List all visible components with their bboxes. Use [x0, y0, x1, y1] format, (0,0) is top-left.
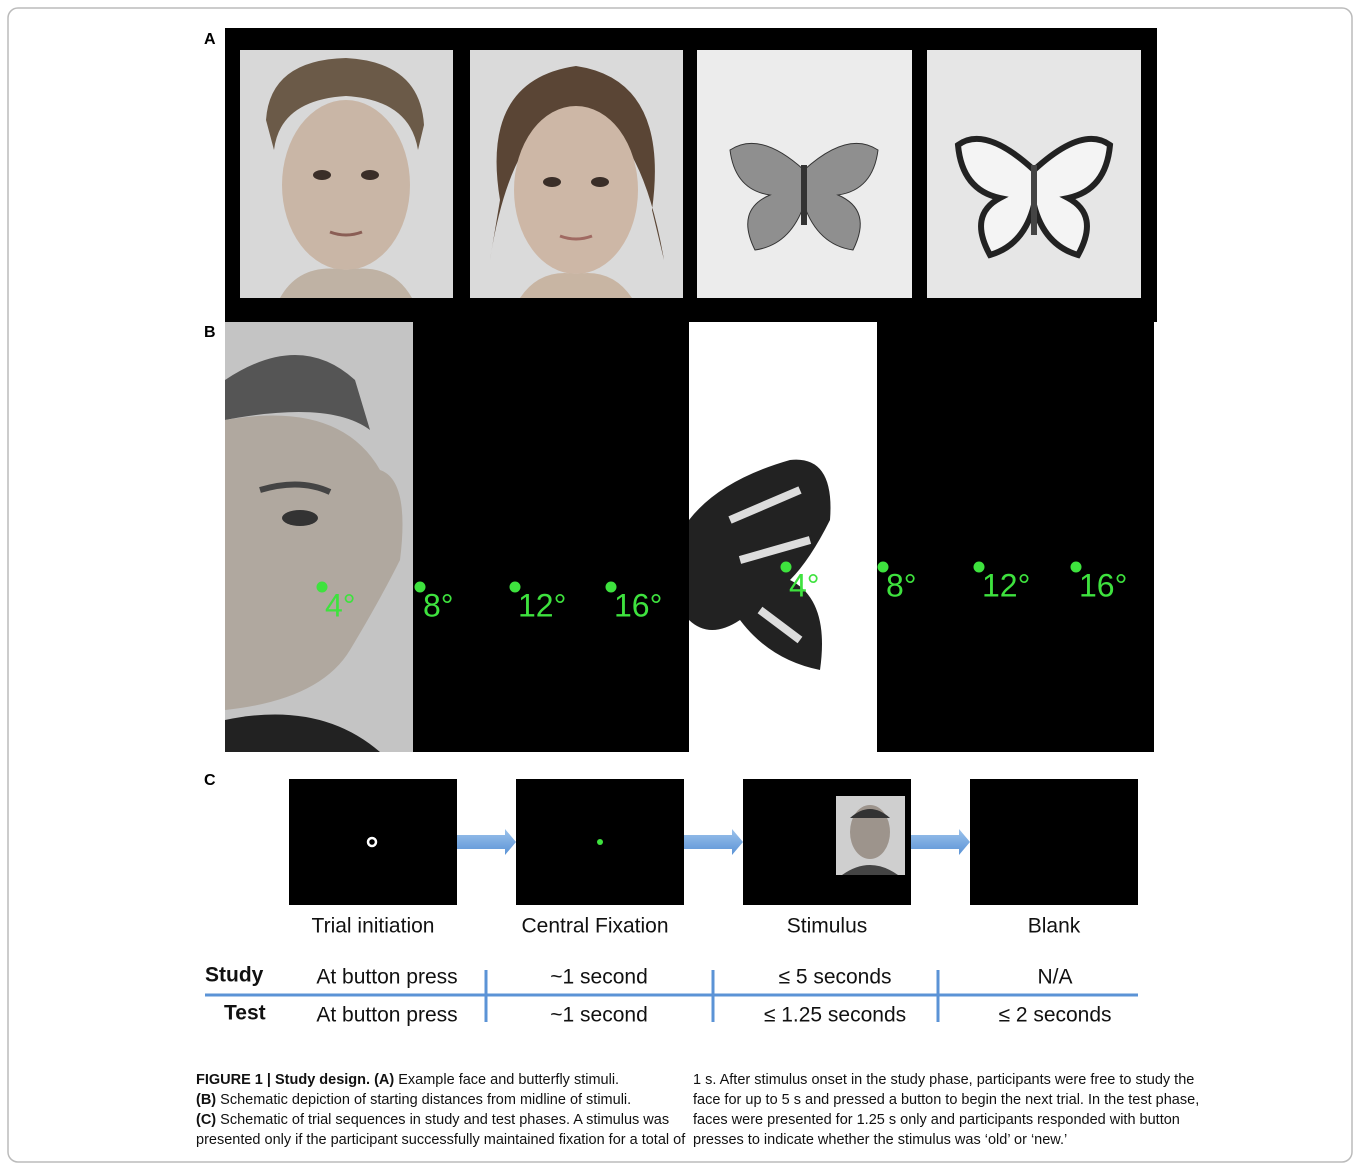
panel-label: C: [204, 772, 216, 789]
phase-label: Test: [224, 1002, 266, 1025]
distance-label: 8°: [886, 567, 917, 603]
caption-line: (C) Schematic of trial sequences in stud…: [196, 1112, 669, 1128]
distance-label: 16°: [614, 587, 662, 623]
distance-label: 12°: [518, 587, 566, 623]
table-cell: ≤ 1.25 seconds: [764, 1004, 906, 1027]
step-label: Stimulus: [787, 915, 868, 938]
target-dot: [973, 561, 985, 573]
arrow: [911, 829, 970, 855]
black-field: [877, 322, 1154, 752]
arrow: [684, 829, 743, 855]
screen: [970, 779, 1138, 905]
face-image: [240, 50, 453, 298]
table-cell: ≤ 2 seconds: [998, 1004, 1111, 1027]
caption-line: presses to indicate whether the stimulus…: [693, 1132, 1067, 1148]
caption-text: faces were presented for 1.25 s only and…: [693, 1112, 1180, 1128]
frame: [7, 7, 1353, 1163]
target-dot: [414, 581, 426, 593]
caption-text: presses to indicate whether the stimulus…: [693, 1132, 1067, 1148]
caption-line: faces were presented for 1.25 s only and…: [693, 1112, 1180, 1128]
caption-text: face for up to 5 s and pressed a button …: [693, 1092, 1199, 1108]
caption-text: 1 s. After stimulus onset in the study p…: [693, 1072, 1194, 1088]
caption-line: presented only if the participant succes…: [196, 1132, 686, 1148]
table-cell: ~1 second: [550, 1004, 648, 1027]
butterfly-image: [927, 50, 1141, 298]
caption-bold: (C): [196, 1112, 216, 1128]
caption-text: Example face and butterfly stimuli.: [394, 1072, 619, 1088]
target-dot: [1070, 561, 1082, 573]
table-cell: At button press: [316, 966, 457, 989]
caption-line: 1 s. After stimulus onset in the study p…: [693, 1072, 1194, 1088]
arrow: [457, 829, 516, 855]
target-dot: [316, 581, 328, 593]
step-label: Trial initiation: [312, 915, 435, 938]
target-dot: [509, 581, 521, 593]
fixation-dot: [597, 839, 603, 845]
black-field: [413, 322, 689, 752]
distance-label: 8°: [423, 587, 454, 623]
caption-line: FIGURE 1 | Study design. (A) Example fac…: [196, 1072, 619, 1088]
phase-label: Study: [205, 964, 264, 987]
half-face-image: [225, 322, 413, 752]
caption-text: Schematic of trial sequences in study an…: [216, 1112, 669, 1128]
caption-line: face for up to 5 s and pressed a button …: [693, 1092, 1199, 1108]
distance-label: 4°: [325, 587, 356, 623]
distance-label: 16°: [1079, 567, 1127, 603]
distance-label: 4°: [789, 567, 820, 603]
panel-label: A: [204, 31, 216, 48]
caption-text: presented only if the participant succes…: [196, 1132, 686, 1148]
table-cell: At button press: [316, 1004, 457, 1027]
fixation-ring: [366, 836, 378, 848]
table-cell: N/A: [1037, 966, 1072, 989]
caption-bold: (B): [196, 1092, 216, 1108]
caption-line: (B) Schematic depiction of starting dist…: [196, 1092, 631, 1108]
distance-label: 12°: [982, 567, 1030, 603]
table-cell: ≤ 5 seconds: [778, 966, 891, 989]
step-label: Blank: [1028, 915, 1081, 938]
target-dot: [877, 561, 889, 573]
table-cell: ~1 second: [550, 966, 648, 989]
face-image: [470, 50, 683, 298]
caption-bold: FIGURE 1 | Study design. (A): [196, 1072, 394, 1088]
target-dot: [605, 581, 617, 593]
target-dot: [780, 561, 792, 573]
step-label: Central Fixation: [521, 915, 668, 938]
caption-text: Schematic depiction of starting distance…: [216, 1092, 631, 1108]
screen: [289, 779, 457, 905]
panel-label: B: [204, 324, 216, 341]
butterfly-image: [697, 50, 912, 298]
half-butterfly-image: [689, 459, 831, 670]
stimulus-face: [836, 796, 905, 875]
